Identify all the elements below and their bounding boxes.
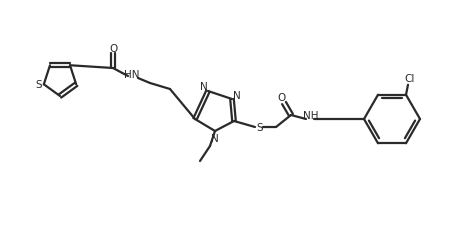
Text: N: N	[200, 82, 208, 92]
Text: N: N	[211, 134, 219, 143]
Text: NH: NH	[303, 110, 319, 121]
Text: O: O	[277, 93, 285, 103]
Text: HN: HN	[124, 70, 140, 80]
Text: Cl: Cl	[405, 73, 415, 83]
Text: S: S	[35, 80, 42, 90]
Text: S: S	[257, 122, 263, 132]
Text: O: O	[109, 44, 117, 54]
Text: N: N	[233, 91, 241, 100]
